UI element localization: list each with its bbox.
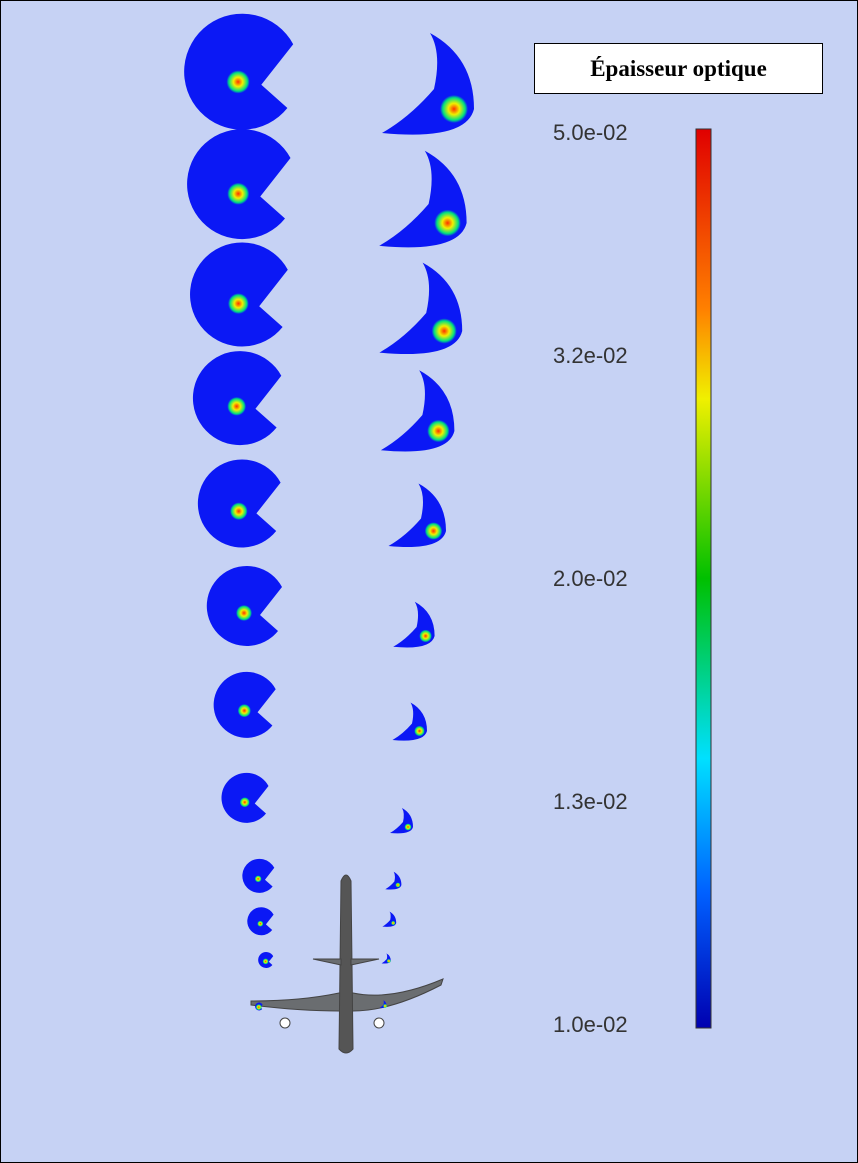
plume-core xyxy=(440,95,468,123)
plume-core xyxy=(227,182,250,205)
plume-core xyxy=(434,209,461,237)
plume-core xyxy=(424,522,443,540)
plume-core xyxy=(404,823,412,831)
plume-core xyxy=(236,605,252,621)
plume-core xyxy=(431,318,457,344)
colorbar xyxy=(695,128,712,1029)
plume-core xyxy=(383,1004,388,1008)
plume-core xyxy=(228,293,249,314)
colorbar-label: 1.3e-02 xyxy=(553,789,628,814)
colorbar-label: 3.2e-02 xyxy=(553,343,628,368)
colorbar-title: Épaisseur optique xyxy=(534,43,823,94)
plume-core xyxy=(239,797,250,808)
plume-core xyxy=(254,875,262,883)
plume-core xyxy=(227,396,247,416)
plume-core xyxy=(255,1004,262,1011)
plume-core xyxy=(257,920,264,927)
colorbar-label: 1.0e-02 xyxy=(553,1012,628,1037)
plume-core xyxy=(395,882,401,888)
plume-core xyxy=(237,704,251,718)
plume-core xyxy=(414,725,425,737)
plume-core xyxy=(230,502,248,520)
plume-core xyxy=(226,70,250,94)
colorbar-label: 5.0e-02 xyxy=(553,120,628,145)
plume-core xyxy=(391,920,396,926)
aircraft xyxy=(250,874,444,1054)
plume-core xyxy=(419,629,432,643)
plume-core xyxy=(427,419,450,443)
plume-core xyxy=(262,958,269,965)
plume-core xyxy=(386,959,391,963)
colorbar-label: 2.0e-02 xyxy=(553,566,628,591)
